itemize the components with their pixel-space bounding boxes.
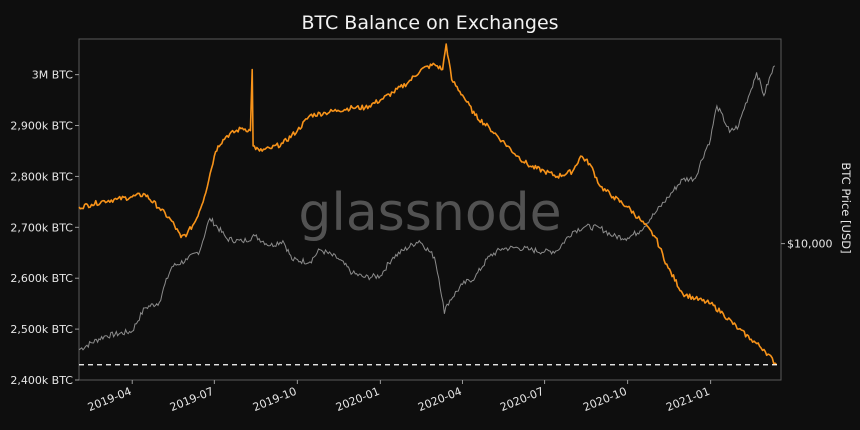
btc-price-line [78,65,776,351]
y2-axis-title: BTC Price [USD] [839,162,853,253]
chart-title: BTC Balance on Exchanges [301,12,558,34]
y-tick-label: 3M BTC [32,69,74,82]
y-tick-label: 2,500k BTC [10,323,73,336]
y-tick-label: 2,800k BTC [10,170,73,183]
btc-price-series [78,65,776,351]
x-tick-label: 2020-04 [416,385,463,414]
y2-tick-label: $10,000 [787,238,833,251]
x-tick-label: 2019-10 [251,385,298,414]
x-tick-label: 2019-04 [86,385,133,414]
x-tick-label: 2021-01 [664,385,711,414]
x-tick-label: 2020-01 [334,385,381,414]
y-tick-label: 2,900k BTC [10,120,73,133]
y-axis-left: 2,400k BTC 2,500k BTC 2,600k BTC 2,700k BTC… [10,69,79,387]
exchange-balance-series [78,43,778,366]
y-axis-right: $10,000 [781,238,833,251]
exchange-balance-line [78,43,778,366]
y-tick-label: 2,700k BTC [10,221,73,234]
x-tick-label: 2020-07 [498,385,545,414]
x-tick-label: 2019-07 [168,385,215,414]
x-tick-label: 2020-10 [581,385,628,414]
watermark-logo: glassnode [298,183,561,243]
y-tick-label: 2,400k BTC [10,374,73,387]
plot-frame [78,38,782,381]
x-axis: 2019-04 2019-07 2019-10 2020-01 2020-04 2020-… [86,380,712,414]
plot-area [78,38,782,381]
y-tick-label: 2,600k BTC [10,272,73,285]
